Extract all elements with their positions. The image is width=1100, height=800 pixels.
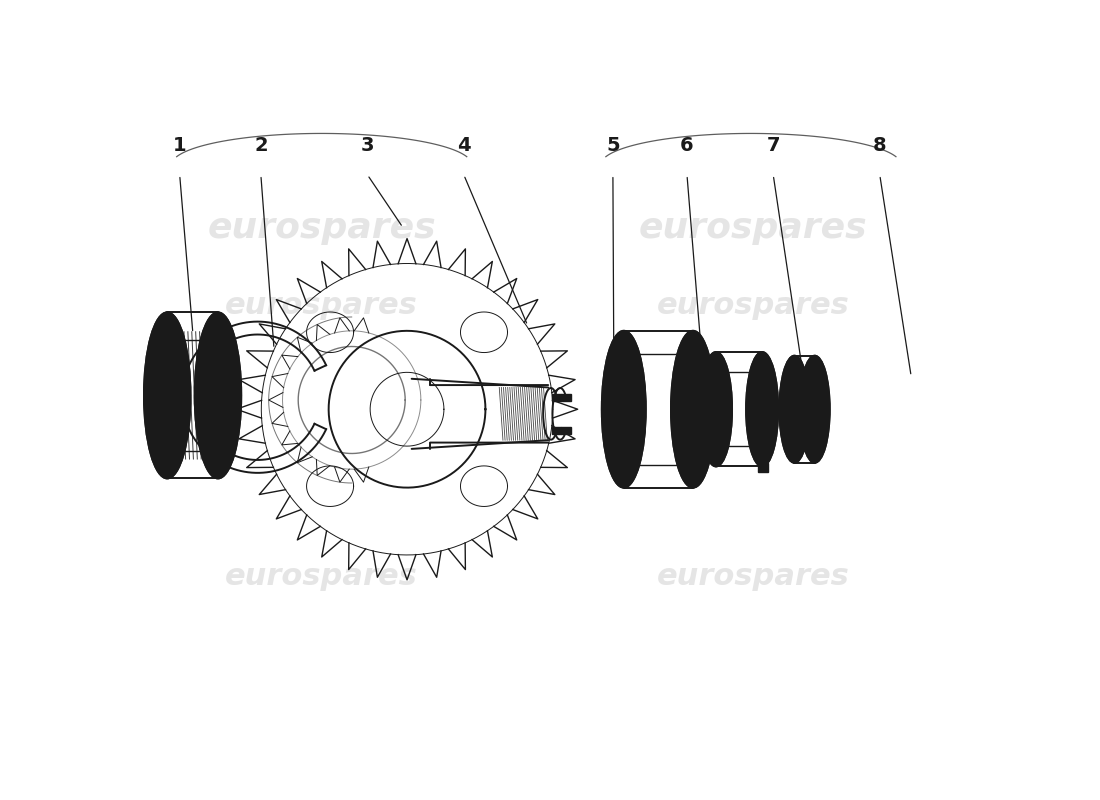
- Ellipse shape: [706, 372, 726, 446]
- Text: 5: 5: [606, 136, 619, 154]
- Text: eurospares: eurospares: [657, 562, 849, 591]
- Ellipse shape: [195, 312, 241, 478]
- Bar: [759, 462, 768, 472]
- Ellipse shape: [671, 331, 715, 488]
- Text: 6: 6: [680, 136, 694, 154]
- Ellipse shape: [800, 356, 829, 462]
- Text: eurospares: eurospares: [208, 210, 436, 245]
- Bar: [552, 394, 561, 401]
- Bar: [561, 394, 571, 401]
- Ellipse shape: [608, 354, 639, 465]
- Bar: [561, 426, 571, 434]
- Text: eurospares: eurospares: [657, 291, 849, 321]
- Ellipse shape: [751, 372, 772, 446]
- Bar: [552, 426, 561, 434]
- Ellipse shape: [144, 312, 190, 478]
- Ellipse shape: [780, 356, 810, 462]
- Ellipse shape: [602, 331, 646, 488]
- Text: eurospares: eurospares: [226, 291, 418, 321]
- Text: eurospares: eurospares: [639, 210, 867, 245]
- Ellipse shape: [700, 352, 732, 466]
- Text: 8: 8: [873, 136, 887, 154]
- Text: 3: 3: [361, 136, 374, 154]
- Text: 1: 1: [173, 136, 187, 154]
- Text: 7: 7: [767, 136, 780, 154]
- Ellipse shape: [202, 340, 233, 450]
- Text: eurospares: eurospares: [226, 562, 418, 591]
- Ellipse shape: [808, 386, 822, 432]
- Ellipse shape: [746, 352, 778, 466]
- Ellipse shape: [678, 354, 708, 465]
- Text: 4: 4: [456, 136, 471, 154]
- Ellipse shape: [788, 386, 801, 432]
- Text: 2: 2: [254, 136, 267, 154]
- Ellipse shape: [152, 340, 183, 450]
